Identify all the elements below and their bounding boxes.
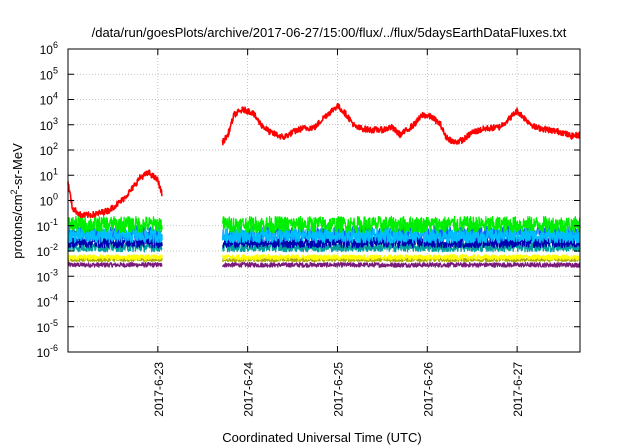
y-tick-label-base: 10: [37, 245, 51, 259]
y-tick-label-exponent: 2: [53, 141, 58, 151]
series-layer: [67, 103, 581, 268]
y-tick-label: 101: [40, 166, 58, 183]
y-tick-label-exponent: 6: [53, 40, 58, 50]
y-tick-label-base: 10: [37, 220, 51, 234]
series-line: [221, 103, 581, 146]
x-tick-label: 2017-6-24: [242, 362, 256, 417]
y-axis-label-base: protons/cm: [10, 194, 25, 258]
y-tick-label-base: 10: [40, 169, 54, 183]
y-tick-label: 10-1: [37, 217, 58, 234]
y-tick-label-base: 10: [37, 270, 51, 284]
y-tick-label-exponent: -2: [50, 242, 58, 252]
y-tick-label: 102: [40, 141, 58, 158]
y-tick-label-exponent: -5: [50, 318, 58, 328]
y-tick-label: 105: [40, 65, 58, 82]
grid: [68, 49, 580, 352]
y-tick-label-exponent: -1: [50, 217, 58, 227]
series-line: [67, 254, 163, 261]
y-tick-label-base: 10: [37, 346, 51, 360]
y-tick-label-exponent: -3: [50, 267, 58, 277]
y-tick-label-exponent: 5: [53, 65, 58, 75]
y-tick-label: 10-6: [37, 343, 58, 360]
y-tick-label: 103: [40, 116, 58, 133]
y-tick-label-base: 10: [37, 296, 51, 310]
y-tick-label: 10-5: [37, 318, 58, 335]
series-line: [221, 242, 581, 253]
x-tick-label: 2017-6-26: [421, 362, 435, 417]
series-line: [67, 169, 163, 219]
y-tick-label-base: 10: [40, 68, 54, 82]
series-line: [221, 261, 581, 268]
y-tick-label-exponent: -6: [50, 343, 58, 353]
y-tick-label: 10-4: [37, 293, 58, 310]
y-tick-label-base: 10: [40, 195, 54, 209]
y-tick-label-exponent: 3: [53, 116, 58, 126]
y-tick-label-exponent: 4: [53, 91, 58, 101]
y-tick-label-base: 10: [40, 94, 54, 108]
y-axis-label-superscript: 2: [9, 189, 19, 194]
series-line: [221, 254, 581, 261]
y-axis-label-rest: -sr-MeV: [10, 143, 25, 190]
y-tick-label: 104: [40, 91, 58, 108]
x-tick-label: 2017-6-27: [511, 362, 525, 417]
series-line: [67, 215, 163, 233]
series-line: [67, 257, 163, 263]
series-line: [221, 228, 581, 244]
y-axis-label: protons/cm2-sr-MeV: [9, 143, 25, 259]
x-axis-label: Coordinated Universal Time (UTC): [222, 430, 421, 445]
x-tick-label: 2017-6-25: [331, 362, 345, 417]
y-tick-label: 106: [40, 40, 58, 57]
y-tick-label-base: 10: [40, 144, 54, 158]
y-tick-label-base: 10: [40, 43, 54, 57]
y-tick-label-base: 10: [37, 321, 51, 335]
y-tick-label-exponent: 1: [53, 166, 58, 176]
y-tick-label: 10-2: [37, 242, 58, 259]
series-line: [67, 228, 163, 244]
y-tick-label-exponent: -4: [50, 293, 58, 303]
y-tick-label: 100: [40, 192, 58, 209]
axis-ticks: 10-610-510-410-310-210-11001011021031041…: [37, 40, 580, 417]
y-tick-label-base: 10: [40, 119, 54, 133]
chart-title: /data/run/goesPlots/archive/2017-06-27/1…: [92, 25, 567, 40]
series-line: [221, 215, 581, 234]
series-line: [67, 261, 163, 268]
y-tick-label: 10-3: [37, 267, 58, 284]
x-tick-label: 2017-6-23: [152, 362, 166, 417]
y-tick-label-exponent: 0: [53, 192, 58, 202]
